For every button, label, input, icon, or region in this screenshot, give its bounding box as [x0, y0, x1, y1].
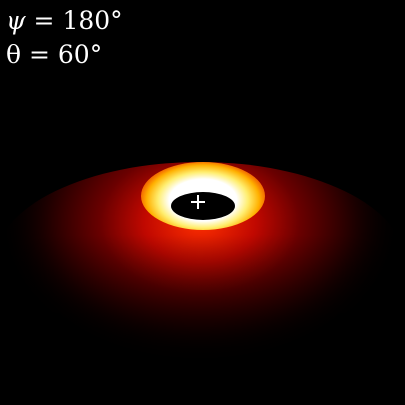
black-hole-shadow [171, 192, 235, 220]
psi-label: ψ = 180° [6, 6, 123, 36]
psi-symbol: ψ [6, 6, 26, 35]
theta-label: θ = 60° [6, 40, 103, 69]
lower-fade [0, 235, 405, 405]
plus-icon [190, 194, 206, 210]
psi-value: = 180° [25, 6, 123, 35]
